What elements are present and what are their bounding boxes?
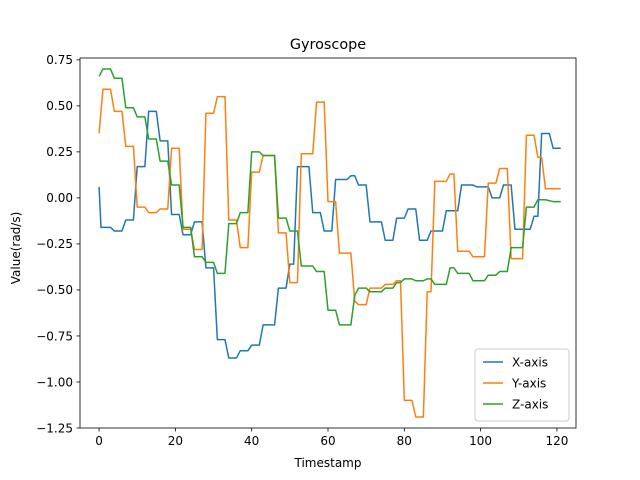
y-tick-label: 0.50 <box>46 99 73 113</box>
y-tick-label: −0.50 <box>36 283 73 297</box>
series-lines <box>98 68 561 418</box>
x-axis-label: Timestamp <box>294 456 362 470</box>
x-axis: 0 20 40 60 80 100 120 <box>95 428 568 448</box>
y-tick-label: 0.25 <box>46 145 73 159</box>
legend-label-z-axis: Z-axis <box>512 397 548 411</box>
x-tick-label: 100 <box>469 434 492 448</box>
x-tick-label: 20 <box>168 434 183 448</box>
legend: X-axis Y-axis Z-axis <box>474 348 570 422</box>
series-line-y-axis <box>98 88 561 418</box>
legend-label-y-axis: Y-axis <box>511 376 546 390</box>
y-tick-label: 0.75 <box>46 53 73 67</box>
legend-box <box>474 348 570 422</box>
y-tick-label: −0.75 <box>36 329 73 343</box>
series-line-x-axis <box>98 110 561 359</box>
x-tick-label: 120 <box>545 434 568 448</box>
y-tick-label: −1.25 <box>36 421 73 435</box>
y-tick-label: −0.25 <box>36 237 73 251</box>
legend-label-x-axis: X-axis <box>512 355 548 369</box>
x-tick-label: 80 <box>397 434 412 448</box>
x-tick-label: 0 <box>95 434 103 448</box>
series-line-z-axis <box>98 68 561 326</box>
chart-title: Gyroscope <box>290 37 366 53</box>
y-tick-label: 0.00 <box>46 191 73 205</box>
plot-area <box>79 57 577 429</box>
x-tick-label: 60 <box>320 434 335 448</box>
y-axis-label: Value(rad/s) <box>9 212 23 285</box>
x-tick-label: 40 <box>244 434 259 448</box>
y-axis: −1.25 −1.00 −0.75 −0.50 −0.25 0.00 0.25 0.50 0.7… <box>36 53 80 435</box>
y-tick-label: −1.00 <box>36 375 73 389</box>
